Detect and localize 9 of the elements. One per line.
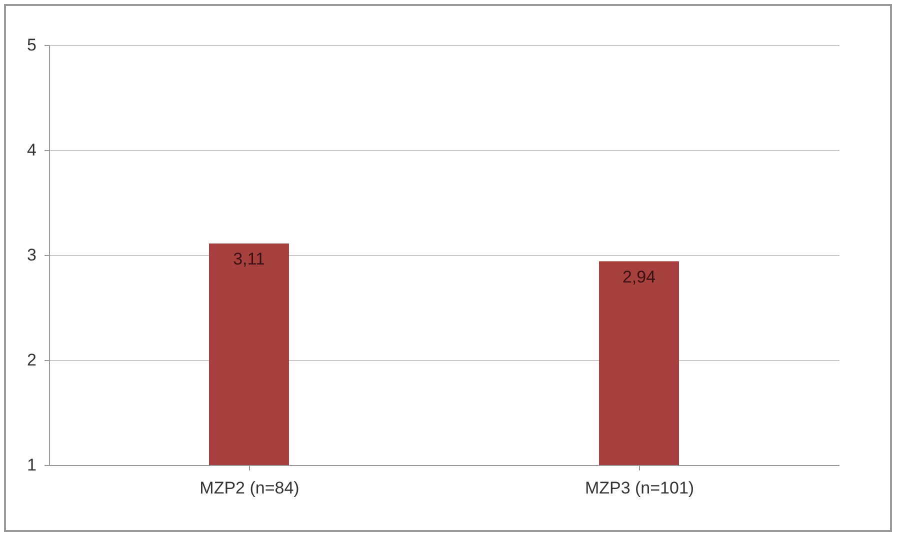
y-tick-label: 1 xyxy=(27,456,36,474)
y-tick-label: 3 xyxy=(27,246,36,264)
data-label: 3,11 xyxy=(233,249,265,268)
y-tick-label: 5 xyxy=(27,36,36,54)
y-tick-label: 4 xyxy=(27,140,36,160)
data-label: 2,94 xyxy=(622,267,656,286)
x-tick-label: MZP2 (n=84) xyxy=(200,478,300,498)
x-tick-label: MZP3 (n=101) xyxy=(584,478,694,498)
y-tick-label: 2 xyxy=(27,350,36,370)
